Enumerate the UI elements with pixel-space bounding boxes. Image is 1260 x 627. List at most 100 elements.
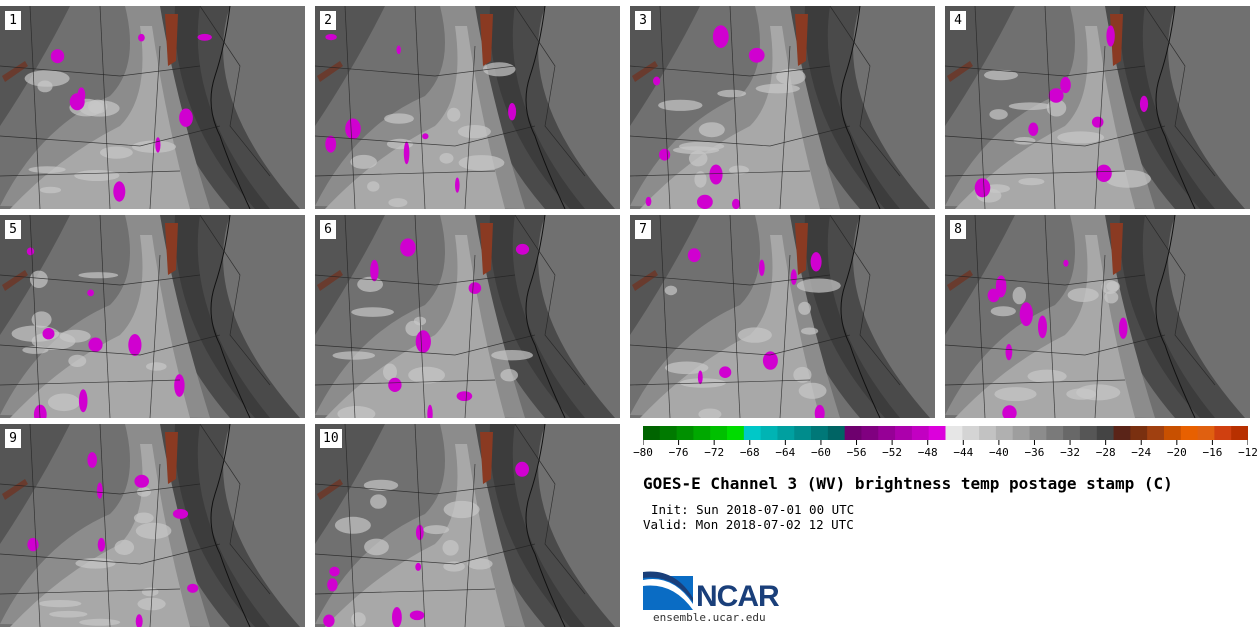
colorbar-swatch [844,426,862,440]
state-border [464,254,476,418]
moist-patch [357,276,383,292]
init-time: Init: Sun 2018-07-01 00 UTC [651,502,855,517]
convection-cell [400,238,416,257]
convection-cell [415,524,424,541]
moist-patch [1057,131,1105,144]
moist-patch [672,146,720,155]
convection-cell [762,351,778,370]
moist-patch [383,363,397,381]
state-border [0,588,181,595]
state-border [1094,45,1106,209]
warm-streak [947,270,973,291]
colorbar-swatch [1214,426,1232,440]
state-border [315,483,516,495]
colorbar-tick-label: −48 [917,446,938,459]
dry-band [489,6,585,209]
warm-streak [165,223,178,275]
state-border [149,254,161,418]
moist-patch [78,272,119,279]
dry-band [0,424,70,544]
moist-patch [798,382,827,399]
dry-band [945,215,1015,335]
moist-patch [984,69,1018,81]
convection-cell [790,269,797,285]
state-border [315,274,516,286]
colorbar-tick-label: −40 [988,446,1009,459]
state-border [630,274,831,286]
moist-patch [443,561,465,572]
dry-band [315,424,385,544]
colorbar-swatch [1079,426,1098,440]
moist-patch [1046,99,1067,117]
state-border [829,6,901,177]
state-border [514,6,586,177]
moist-patch [457,125,491,139]
colorbar-swatch [878,426,896,440]
state-border [945,274,1146,286]
moist-patch [443,500,480,519]
moist-patch [755,83,800,94]
state-border [315,125,536,147]
convection-cell [732,198,740,209]
warm-streak [795,14,808,66]
convection-cell [508,103,517,121]
colorbar-tick-label: −68 [739,446,760,459]
moist-patch [688,150,708,167]
state-border [0,65,201,77]
warm-streak [2,270,28,291]
moist-patch [136,487,151,497]
dry-band [630,6,700,126]
map-panel-2: 2 [315,6,620,209]
warm-streak [632,270,658,291]
water-vapor-map [0,215,305,418]
convection-cell [50,49,65,64]
convection-cell [33,404,47,418]
convection-cell [179,108,193,127]
convection-cell [995,275,1007,298]
state-border [1144,215,1216,386]
convection-cell [456,391,473,401]
convection-cell [113,181,126,202]
warm-streak [317,270,343,291]
colorbar-swatch [945,426,963,440]
colorbar-swatch [743,426,762,440]
moist-patch [1027,369,1067,383]
moist-plume [640,26,820,209]
convection-cell [1106,25,1115,47]
colorbar-swatch [1063,426,1081,440]
convection-cell [427,404,433,418]
moist-patch [664,285,678,296]
coastline [210,424,251,627]
moist-patch [114,539,135,555]
moist-patch [1104,291,1119,304]
state-border [315,379,496,386]
moist-patch [39,186,62,194]
colorbar-swatch [794,426,812,440]
colorbar-tick-label: −16 [1202,446,1223,459]
member-number-1: 1 [5,11,21,30]
state-border [99,215,111,418]
moist-patch [983,184,1010,193]
colorbar-tick-label: −64 [775,446,796,459]
state-border [729,6,741,209]
colorbar-swatch [1029,426,1047,440]
member-number-7: 7 [635,220,651,239]
warm-streak [2,479,28,500]
map-panel-8: 8 [945,215,1250,418]
convection-cell [1038,315,1047,339]
moist-plume [955,235,1135,418]
state-border [99,6,111,209]
convection-cell [96,482,103,499]
convection-cell [135,614,143,627]
convection-cell [697,194,713,209]
water-vapor-map [945,215,1250,418]
moist-patch [386,138,414,150]
state-border [630,65,831,77]
colorbar-swatch [659,426,678,440]
dry-band [945,6,1015,126]
state-border [945,125,1166,147]
colorbar-tick-label: −80 [633,446,653,459]
moist-patch [29,270,48,288]
state-border [0,334,221,356]
map-panel-3: 3 [630,6,935,209]
